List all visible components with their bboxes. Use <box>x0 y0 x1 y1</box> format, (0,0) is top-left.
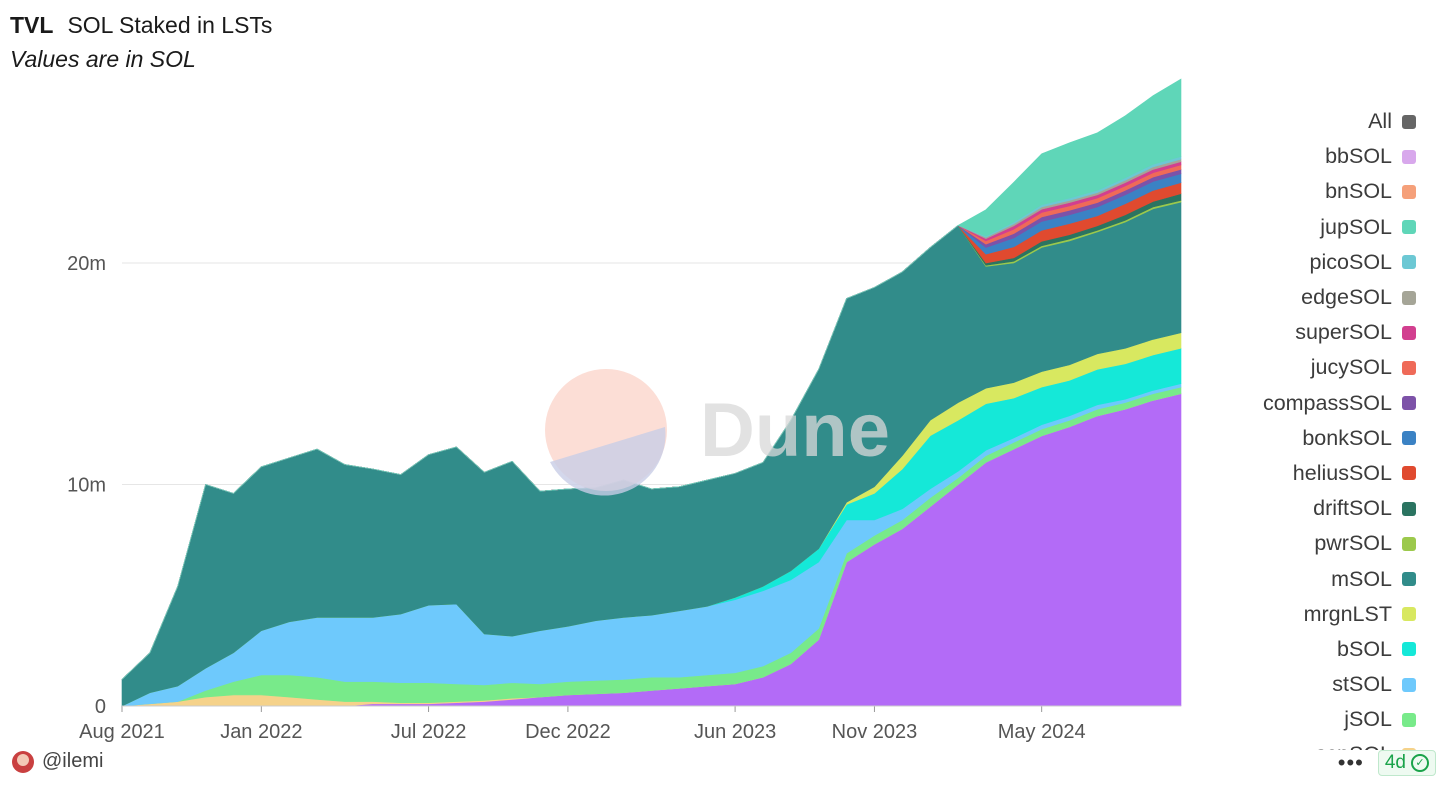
x-tick-label: Jul 2022 <box>391 721 467 743</box>
legend-item-jucySOL[interactable]: jucySOL <box>1176 350 1416 385</box>
legend-label: mrgnLST <box>1303 601 1392 626</box>
tvl-label: TVL <box>10 12 54 38</box>
legend-swatch <box>1402 431 1416 446</box>
legend-label: mSOL <box>1331 566 1392 591</box>
legend-swatch <box>1402 536 1416 551</box>
legend-swatch <box>1402 149 1416 164</box>
legend-label: bonkSOL <box>1302 425 1392 450</box>
legend-label: bSOL <box>1337 636 1392 661</box>
legend-swatch <box>1402 712 1416 727</box>
legend-item-scnSOL[interactable]: scnSOL <box>1176 737 1416 750</box>
legend-swatch <box>1402 677 1416 692</box>
legend-swatch <box>1402 642 1416 657</box>
legend-label: bnSOL <box>1325 179 1392 204</box>
watermark-logo-lower <box>550 427 666 496</box>
x-tick-label: May 2024 <box>998 721 1086 743</box>
legend-item-stSOL[interactable]: stSOL <box>1176 667 1416 702</box>
more-dots-icon[interactable]: ••• <box>1337 750 1364 775</box>
x-tick-label: Jun 2023 <box>694 721 776 743</box>
legend-swatch <box>1402 114 1416 129</box>
avatar <box>12 750 34 773</box>
legend-item-compassSOL[interactable]: compassSOL <box>1176 386 1416 421</box>
legend-item-pwrSOL[interactable]: pwrSOL <box>1176 526 1416 561</box>
legend-swatch <box>1402 255 1416 270</box>
freshness-badge[interactable]: 4d ✓ <box>1377 750 1436 776</box>
legend-swatch <box>1402 220 1416 235</box>
legend-swatch <box>1402 572 1416 587</box>
legend-list: All bbSOL bnSOL jupSOL picoSOL edgeSOL superSO… <box>1176 104 1416 750</box>
legend-swatch <box>1402 396 1416 411</box>
legend-label: pwrSOL <box>1314 531 1392 556</box>
legend-label: jupSOL <box>1320 214 1392 239</box>
legend-item-bnSOL[interactable]: bnSOL <box>1176 174 1416 209</box>
legend-label: superSOL <box>1295 320 1392 345</box>
watermark-text: Dune <box>700 388 890 473</box>
x-axis-ticks: Aug 2021 Jan 2022 Jul 2022 Dec 2022 Jun 2023… <box>79 705 1181 743</box>
legend-item-bSOL[interactable]: bSOL <box>1176 632 1416 667</box>
legend-label: driftSOL <box>1313 496 1392 521</box>
chart-subtitle: Values are in SOL <box>10 46 196 72</box>
check-circle-icon: ✓ <box>1411 754 1429 772</box>
y-tick-label: 20m <box>67 253 106 275</box>
legend-label: All <box>1368 109 1392 134</box>
legend-item-driftSOL[interactable]: driftSOL <box>1176 491 1416 526</box>
legend-swatch <box>1402 607 1416 622</box>
y-tick-label: 10m <box>67 475 106 497</box>
legend-swatch <box>1402 290 1416 305</box>
title-row: TVL SOL Staked in LSTs <box>10 8 272 42</box>
author-name: @ilemi <box>42 750 104 772</box>
legend-swatch <box>1402 501 1416 516</box>
x-tick-label: Dec 2022 <box>525 721 611 743</box>
legend-item-mSOL[interactable]: mSOL <box>1176 561 1416 596</box>
area-jupSOL <box>121 78 1182 680</box>
y-tick-label: 0 <box>95 696 106 718</box>
legend-label: bbSOL <box>1325 144 1392 169</box>
y-axis-ticks: 0 10m 20m <box>67 253 106 718</box>
legend-item-mrgnLST[interactable]: mrgnLST <box>1176 597 1416 632</box>
x-tick-label: Aug 2021 <box>79 721 165 743</box>
legend-label: compassSOL <box>1262 390 1392 415</box>
legend-swatch <box>1402 747 1416 750</box>
legend-label: picoSOL <box>1309 249 1392 274</box>
series-areas <box>121 78 1182 707</box>
legend-swatch <box>1402 466 1416 481</box>
legend-item-bbSOL[interactable]: bbSOL <box>1176 139 1416 174</box>
legend-item-heliusSOL[interactable]: heliusSOL <box>1176 456 1416 491</box>
legend-label: stSOL <box>1332 672 1392 697</box>
legend-swatch <box>1402 360 1416 375</box>
legend-label: scnSOL <box>1316 742 1392 750</box>
legend-item-All[interactable]: All <box>1176 104 1416 139</box>
dune-watermark: Dune <box>545 369 890 496</box>
legend-item-jupSOL[interactable]: jupSOL <box>1176 210 1416 245</box>
legend-swatch <box>1402 325 1416 340</box>
chart-header: TVL SOL Staked in LSTs Values are in SOL <box>10 8 272 76</box>
legend-label: jucySOL <box>1310 355 1392 380</box>
legend-item-bonkSOL[interactable]: bonkSOL <box>1176 421 1416 456</box>
legend-label: jSOL <box>1344 707 1392 732</box>
legend-label: edgeSOL <box>1301 285 1392 310</box>
legend-item-edgeSOL[interactable]: edgeSOL <box>1176 280 1416 315</box>
legend-item-jSOL[interactable]: jSOL <box>1176 702 1416 737</box>
author-link[interactable]: @ilemi <box>12 750 103 773</box>
x-tick-label: Jan 2022 <box>220 721 302 743</box>
legend-label: heliusSOL <box>1292 460 1392 485</box>
chart-title: SOL Staked in LSTs <box>67 12 273 38</box>
freshness-text: 4d <box>1384 752 1406 773</box>
legend-item-superSOL[interactable]: superSOL <box>1176 315 1416 350</box>
legend-swatch <box>1402 184 1416 199</box>
x-tick-label: Nov 2023 <box>832 721 918 743</box>
legend-item-picoSOL[interactable]: picoSOL <box>1176 245 1416 280</box>
footer-actions: ••• 4d ✓ <box>1338 750 1436 776</box>
